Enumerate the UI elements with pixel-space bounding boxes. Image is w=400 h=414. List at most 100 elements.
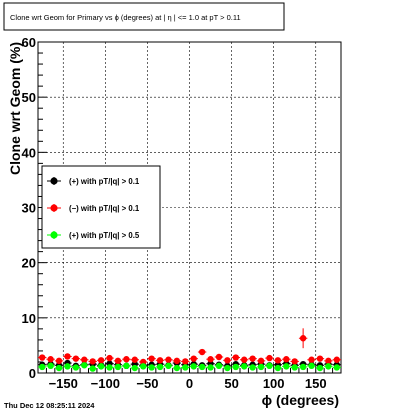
title-box: Clone wrt Geom for Primary vs ϕ (degrees…	[3, 2, 285, 31]
x-tick-label: −100	[91, 376, 120, 391]
data-point	[333, 356, 340, 363]
data-point	[114, 357, 122, 365]
data-point	[291, 364, 298, 371]
data-point	[47, 356, 54, 363]
y-tick-label: 50	[22, 90, 36, 105]
axis-ticks: −150 −100 −50 0 50 100 150 0 10 20 30 40 50 60	[22, 35, 342, 391]
data-point	[72, 355, 80, 362]
data-point	[123, 356, 130, 363]
data-point	[198, 363, 206, 371]
data-point	[165, 362, 172, 370]
data-point	[333, 364, 340, 371]
data-point	[283, 363, 290, 370]
data-point	[266, 362, 273, 370]
data-point	[173, 357, 181, 365]
x-tick-label: 100	[263, 376, 285, 391]
data-point	[190, 355, 197, 362]
data-point	[81, 362, 88, 369]
data-point	[114, 363, 122, 371]
x-tick-label: −50	[136, 376, 158, 391]
legend-label: (+) with pT/|q| > 0.5	[69, 231, 140, 240]
data-point	[106, 364, 113, 371]
x-tick-label: 150	[305, 376, 327, 391]
y-tick-label: 0	[29, 366, 36, 381]
data-point	[283, 356, 290, 363]
data-point	[266, 354, 273, 362]
legend-box	[41, 165, 161, 249]
data-point	[182, 358, 189, 365]
legend-label: (+) with pT/|q| > 0.1	[69, 177, 140, 186]
data-point	[156, 357, 164, 364]
data-point	[182, 364, 189, 371]
y-tick-label: 10	[22, 311, 36, 326]
data-point	[97, 363, 105, 370]
data-point	[89, 365, 96, 372]
legend: (+) with pT/|q| > 0.1 (−) with pT/|q| > 0…	[41, 165, 161, 249]
legend-marker	[50, 204, 58, 212]
data-point	[224, 364, 231, 372]
data-point	[215, 362, 223, 370]
x-axis-label: ϕ (degrees)	[262, 392, 339, 408]
data-point	[207, 356, 214, 363]
data-point	[241, 363, 248, 370]
data-point	[241, 356, 248, 363]
data-point	[190, 363, 197, 370]
data-point	[249, 364, 256, 371]
x-tick-label: −150	[49, 376, 78, 391]
data-point	[39, 363, 46, 371]
y-axis-label: Clone wrt Geom (%)	[7, 42, 23, 175]
data-point	[97, 357, 105, 364]
data-point	[215, 353, 223, 361]
data-point	[64, 363, 71, 370]
data-point	[131, 356, 138, 363]
data-points	[38, 328, 341, 372]
data-point	[308, 362, 315, 370]
data-point	[232, 363, 239, 371]
data-point	[89, 358, 96, 365]
y-tick-label: 20	[22, 256, 36, 271]
data-point	[316, 364, 324, 372]
data-point	[198, 348, 206, 356]
data-point	[257, 357, 265, 365]
data-point	[140, 358, 147, 366]
data-point	[299, 363, 307, 371]
data-point	[291, 358, 298, 365]
data-point	[232, 354, 239, 361]
x-tick-label: 50	[224, 376, 238, 391]
legend-marker	[50, 231, 58, 239]
data-point	[64, 353, 71, 360]
legend-marker	[50, 177, 58, 185]
data-point	[123, 362, 130, 370]
timestamp: Thu Dec 12 08:25:11 2024	[4, 401, 95, 410]
y-tick-label: 60	[22, 35, 36, 50]
data-point	[325, 363, 332, 370]
data-point	[156, 363, 164, 371]
data-point	[165, 356, 172, 363]
data-point	[316, 355, 324, 362]
data-point	[55, 364, 63, 372]
data-point	[131, 364, 138, 372]
data-point	[249, 355, 256, 362]
data-point	[299, 335, 307, 342]
data-point	[207, 364, 214, 371]
y-tick-label: 30	[22, 201, 36, 216]
data-point	[106, 354, 113, 362]
y-tick-label: 40	[22, 145, 36, 160]
data-point	[274, 357, 282, 364]
data-point	[39, 354, 46, 361]
data-point	[325, 357, 332, 365]
data-point	[224, 357, 231, 364]
x-tick-label: 0	[186, 376, 193, 391]
data-point	[148, 364, 155, 371]
data-point	[148, 355, 155, 362]
data-point	[274, 364, 282, 372]
data-point	[81, 356, 88, 363]
data-point	[47, 362, 54, 370]
data-point	[72, 364, 80, 371]
data-point	[308, 356, 315, 363]
data-point	[55, 357, 63, 365]
legend-label: (−) with pT/|q| > 0.1	[69, 204, 140, 213]
chart-title: Clone wrt Geom for Primary vs ϕ (degrees…	[10, 13, 241, 22]
